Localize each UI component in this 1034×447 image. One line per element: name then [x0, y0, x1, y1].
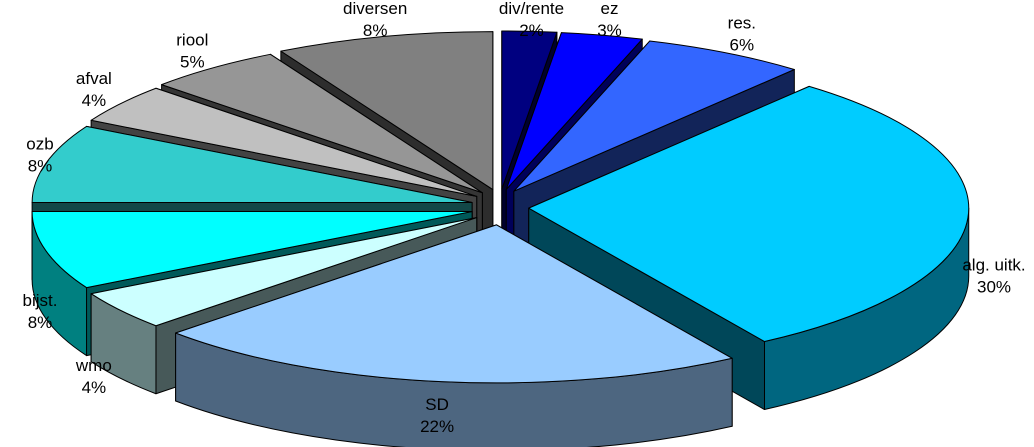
slice-label-name: bijst.	[23, 291, 58, 310]
slice-label-name: wmo	[75, 356, 112, 375]
slice-label-name: res.	[728, 14, 756, 33]
slice-label-value: 6%	[730, 36, 755, 55]
slice-label-value: 4%	[82, 378, 107, 397]
slice-label-name: div/rente	[499, 0, 564, 18]
pie-slice-ez	[505, 32, 643, 190]
slice-label-value: 8%	[363, 21, 388, 40]
slice-label: SD 22%	[420, 395, 454, 436]
pie-slice-res-	[513, 40, 795, 192]
slice-label-name: SD	[425, 395, 449, 414]
slice-label-name: diversen	[343, 0, 407, 18]
pie-slice-sd	[175, 224, 733, 384]
pie-slices	[31, 30, 970, 447]
slice-label: riool 5%	[176, 30, 208, 71]
slice-label: wmo 4%	[75, 356, 112, 397]
pie-slice-riool	[161, 53, 483, 194]
pie-slice-wmo	[90, 217, 478, 327]
pie-slice-ozb	[31, 125, 473, 204]
slice-label-value: 30%	[977, 277, 1011, 296]
pie-slice-div-rente	[501, 30, 558, 190]
slice-label-value: 22%	[420, 417, 454, 436]
pie-slice-diversen	[280, 31, 494, 191]
slice-label: afval 4%	[76, 69, 112, 110]
pie-slice-bijst-	[31, 210, 473, 289]
slice-label-value: 4%	[82, 91, 107, 110]
slice-label-name: afval	[76, 69, 112, 88]
pie-slice-afval	[90, 87, 478, 197]
slice-label: alg. uitk. 30%	[962, 255, 1025, 296]
slice-label: ez 3%	[597, 0, 622, 40]
pie-slice-alg-uitk-	[528, 85, 970, 343]
slice-label: diversen 8%	[343, 0, 407, 40]
pie-labels: div/rente 2% ez 3% res. 6% alg. uitk. 30% SD 22% w…	[23, 0, 1026, 436]
slice-label-name: ez	[601, 0, 619, 18]
slice-label-name: riool	[176, 30, 208, 49]
slice-label-value: 2%	[519, 21, 544, 40]
slice-label-name: alg. uitk.	[962, 255, 1025, 274]
slice-label: res. 6%	[728, 14, 756, 55]
slice-label-name: ozb	[26, 134, 53, 153]
slice-label: ozb 8%	[26, 134, 53, 175]
slice-label-value: 8%	[28, 156, 53, 175]
slice-label: div/rente 2%	[499, 0, 564, 40]
slice-label-value: 5%	[180, 52, 205, 71]
slice-label-value: 3%	[597, 21, 622, 40]
slice-label-value: 8%	[28, 313, 53, 332]
slice-label: bijst. 8%	[23, 291, 58, 332]
